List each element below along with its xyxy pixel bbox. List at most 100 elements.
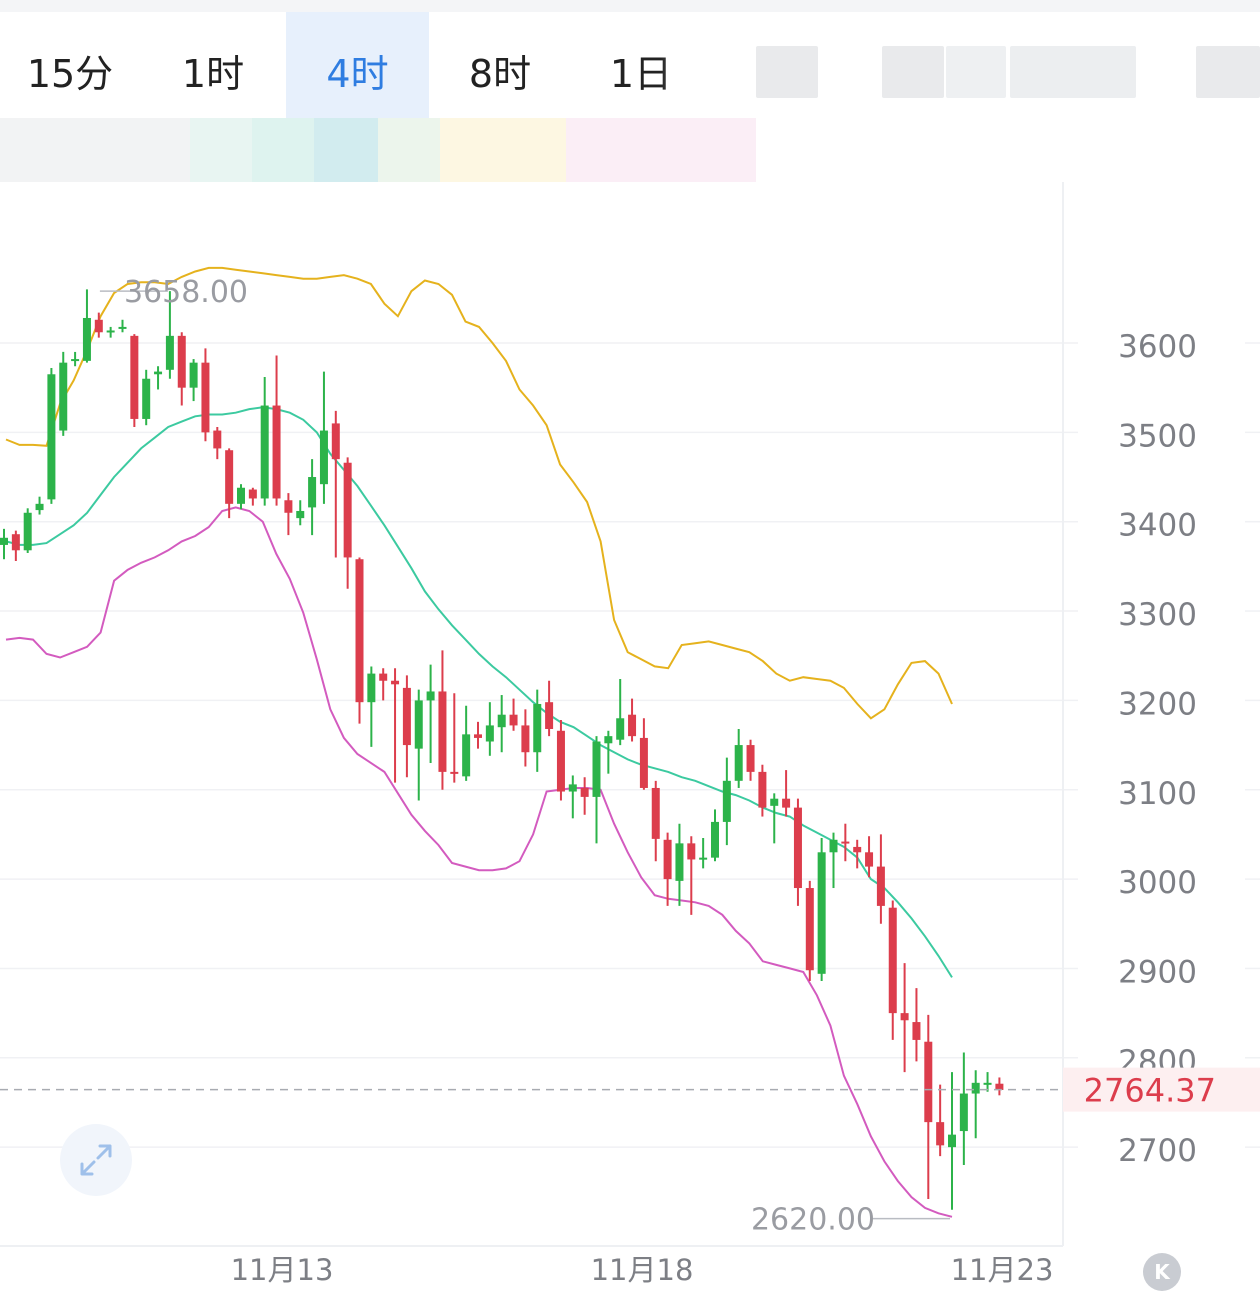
- candle-body: [237, 487, 245, 504]
- candle-body: [509, 714, 518, 726]
- candle: [71, 351, 80, 367]
- candle: [675, 823, 684, 906]
- candle: [616, 678, 625, 746]
- candle: [983, 1072, 992, 1092]
- candle: [331, 410, 340, 558]
- candle: [343, 457, 352, 589]
- candle: [782, 770, 791, 817]
- candle: [497, 695, 506, 753]
- tab-1h[interactable]: 1时: [181, 52, 245, 96]
- candle: [817, 837, 826, 981]
- tab-8h[interactable]: 8时: [468, 52, 532, 96]
- tab-15m[interactable]: 15分: [26, 52, 114, 96]
- candle-body: [296, 510, 305, 519]
- candle: [746, 739, 755, 781]
- indicator-legend: [0, 118, 800, 182]
- candle: [177, 332, 186, 406]
- candle: [568, 775, 577, 819]
- candle-body: [319, 430, 328, 485]
- candle: [391, 668, 400, 783]
- y-tick-label: 2900: [1118, 954, 1197, 990]
- candle: [165, 291, 174, 379]
- blurred-tab: [1196, 46, 1260, 98]
- candle-body: [402, 687, 411, 746]
- candle-body: [485, 725, 494, 742]
- candle: [758, 764, 767, 817]
- tab-4h[interactable]: 4时: [286, 12, 429, 118]
- candle-body: [853, 846, 862, 853]
- candle: [462, 705, 471, 781]
- candle-body: [758, 771, 767, 808]
- candle: [711, 809, 719, 862]
- candle: [959, 1052, 968, 1166]
- candle-body: [592, 741, 601, 797]
- candle-body: [711, 821, 719, 858]
- candle-body: [900, 1013, 909, 1021]
- candle-body: [959, 1093, 968, 1132]
- candle: [521, 709, 530, 767]
- candle: [841, 823, 850, 862]
- candle: [367, 666, 376, 747]
- candle-body: [201, 362, 210, 433]
- candle: [450, 693, 459, 783]
- candle: [793, 798, 802, 906]
- candle-body: [343, 462, 352, 558]
- candle: [971, 1070, 980, 1139]
- candle: [225, 448, 234, 519]
- candle-body: [639, 737, 648, 788]
- candle-body: [59, 362, 68, 431]
- x-axis-labels: 11月13 11月18 11月23: [231, 1253, 1054, 1287]
- candle-body: [284, 500, 293, 513]
- x-tick-label: 11月23: [951, 1253, 1054, 1287]
- candle: [260, 376, 269, 506]
- candle: [319, 371, 328, 504]
- candle-body: [11, 534, 20, 551]
- candle: [663, 832, 672, 906]
- candle: [189, 359, 198, 402]
- y-tick-label: 3300: [1118, 597, 1197, 633]
- low-price-label: 2620.00: [751, 1203, 875, 1238]
- candle: [912, 988, 921, 1062]
- candle-body: [331, 423, 340, 460]
- candle-body: [438, 691, 447, 772]
- candle: [106, 326, 115, 338]
- candle-body: [995, 1083, 1004, 1090]
- candle-body: [687, 843, 696, 860]
- candle: [438, 650, 447, 790]
- candle-body: [663, 839, 672, 880]
- candle-body: [876, 866, 885, 906]
- candle-body: [379, 673, 388, 681]
- y-tick-label: 3600: [1118, 329, 1197, 365]
- candle-body: [805, 888, 814, 971]
- candle: [296, 500, 305, 526]
- candle: [485, 702, 494, 756]
- blurred-tab: [1010, 46, 1136, 98]
- lower-band-line: [5, 506, 953, 1218]
- candle-body: [106, 330, 115, 333]
- candle: [876, 834, 885, 924]
- candle: [308, 459, 317, 536]
- candle: [248, 487, 257, 506]
- candle: [35, 496, 44, 515]
- candle-body: [391, 680, 400, 685]
- candle: [699, 837, 708, 869]
- candle-body: [545, 702, 554, 729]
- candle-body: [23, 512, 32, 551]
- candle-body: [675, 843, 684, 881]
- candle-body: [450, 771, 459, 774]
- candle: [770, 793, 779, 844]
- k-logo-icon[interactable]: K: [1143, 1253, 1181, 1291]
- price-chart[interactable]: 3600350034003300320031003000290028002700…: [0, 182, 1260, 1289]
- candle: [865, 836, 874, 878]
- candle-body: [272, 405, 281, 499]
- expand-button[interactable]: [60, 1124, 132, 1196]
- candle-body: [355, 559, 364, 703]
- candle-body: [82, 317, 91, 361]
- candle: [687, 836, 696, 915]
- candle-body: [628, 714, 637, 737]
- candle-body: [462, 734, 471, 777]
- candle: [118, 319, 127, 333]
- candle: [722, 757, 731, 846]
- candle-body: [189, 362, 198, 388]
